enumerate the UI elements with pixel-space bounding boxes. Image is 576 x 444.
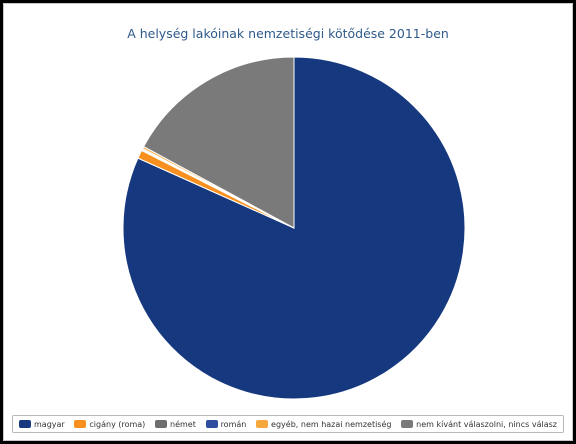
legend-swatch-0 bbox=[19, 420, 31, 428]
legend-swatch-5 bbox=[401, 420, 414, 428]
legend-swatch-2 bbox=[155, 420, 168, 428]
legend-item-2: német bbox=[155, 420, 196, 429]
legend-label-0: magyar bbox=[34, 419, 65, 429]
legend-label-5: nem kívánt válaszolni, nincs válasz bbox=[416, 419, 557, 429]
legend-item-0: magyar bbox=[19, 420, 65, 429]
legend-label-1: cigány (roma) bbox=[89, 419, 146, 429]
legend-label-3: román bbox=[220, 419, 247, 429]
legend-label-4: egyéb, nem hazai nemzetiség bbox=[271, 419, 392, 429]
legend-label-2: német bbox=[170, 419, 196, 429]
chart-title: A helység lakóinak nemzetiségi kötődése … bbox=[127, 26, 449, 41]
legend-item-5: nem kívánt válaszolni, nincs válasz bbox=[401, 420, 557, 429]
pie-slice-5 bbox=[142, 56, 295, 229]
legend-item-3: román bbox=[205, 419, 247, 429]
legend-item-1: cigány (roma) bbox=[74, 420, 145, 429]
chart-legend: magyar cigány (roma) német román egyéb, nem … bbox=[12, 415, 564, 433]
legend-swatch-4 bbox=[256, 420, 269, 428]
legend-swatch-1 bbox=[74, 420, 87, 428]
legend-item-4: egyéb, nem hazai nemzetiség bbox=[256, 420, 391, 429]
legend-swatch-3 bbox=[205, 420, 218, 428]
